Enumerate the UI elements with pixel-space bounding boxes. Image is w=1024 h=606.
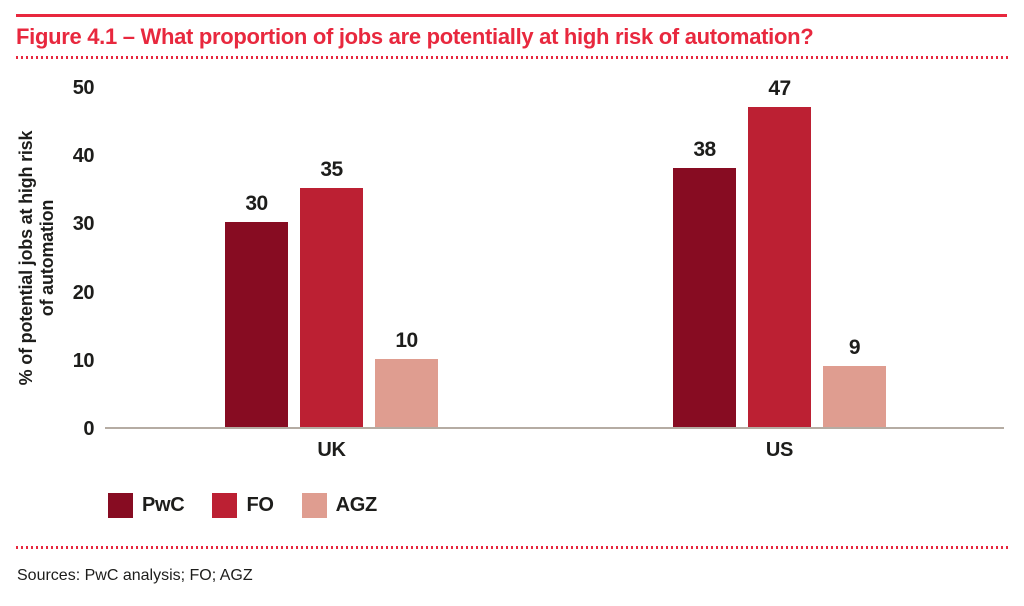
y-tick-20: 20 — [72, 281, 95, 304]
y-tick-50: 50 — [72, 77, 95, 99]
bar-value-label: 9 — [848, 335, 861, 359]
bar-value-label: 30 — [245, 192, 268, 216]
top-rule — [16, 14, 1007, 17]
bar-value-label: 35 — [320, 158, 343, 182]
legend-item-agz: AGZ — [301, 493, 378, 518]
y-tick-10: 10 — [72, 349, 95, 372]
legend-item-fo: FO — [212, 493, 274, 518]
bar-us-pwc: 38 — [673, 138, 736, 427]
plot-area: 30 35 10 38 47 9 UK US — [105, 77, 1004, 461]
bar-value-label: 10 — [395, 328, 418, 352]
legend-item-pwc: PwC — [108, 493, 185, 518]
legend: PwC FO AGZ — [108, 493, 377, 518]
bar-uk-pwc: 30 — [225, 192, 288, 427]
bar-value-label: 47 — [768, 76, 791, 100]
y-tick-30: 30 — [72, 213, 95, 236]
y-tick-40: 40 — [72, 145, 95, 168]
dotted-divider-bottom — [16, 546, 1008, 549]
legend-label-pwc: PwC — [142, 494, 185, 516]
y-tick-0: 0 — [83, 418, 94, 440]
bar-value-label: 38 — [693, 137, 716, 161]
legend-swatch-pwc — [108, 493, 133, 518]
x-axis-label-us: US — [765, 439, 794, 461]
sources-text: Sources: PwC analysis; FO; AGZ — [17, 567, 253, 584]
legend-swatch-agz — [301, 493, 327, 518]
legend-label-agz: AGZ — [335, 494, 378, 516]
figure-title: Figure 4.1 – What proportion of jobs are… — [16, 24, 814, 49]
dotted-divider-top — [16, 56, 1008, 59]
legend-swatch-fo — [212, 493, 238, 518]
bar-us-fo: 47 — [748, 77, 811, 427]
bar-uk-agz: 10 — [375, 329, 438, 427]
x-axis-label-uk: UK — [317, 439, 346, 461]
bar-us-agz: 9 — [823, 336, 886, 427]
y-axis-title-line1: % of potential jobs at high risk — [15, 130, 36, 386]
bar-uk-fo: 35 — [300, 158, 363, 427]
y-axis-title: % of potential jobs at high risk of auto… — [16, 131, 58, 386]
legend-label-fo: FO — [246, 494, 274, 516]
